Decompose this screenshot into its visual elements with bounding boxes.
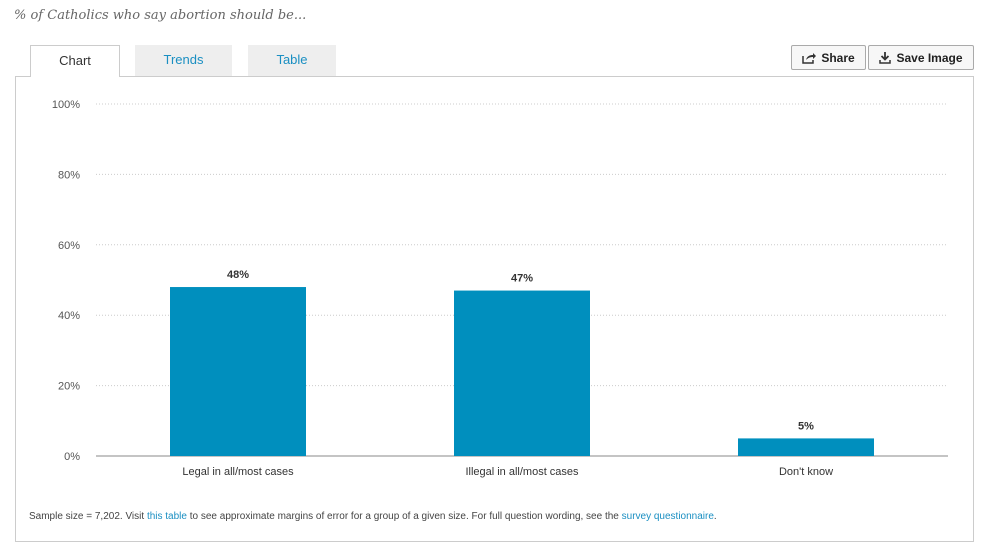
footnote-text-middle: to see approximate margins of error for … (186, 511, 622, 522)
survey-questionnaire-link[interactable]: survey questionnaire (621, 511, 714, 522)
this-table-link[interactable]: this table (146, 511, 187, 522)
footnote-text-before: Sample size = 7,202. Visit (29, 511, 147, 522)
data-label: 48% (227, 269, 249, 281)
footnote: Sample size = 7,202. Visit this table to… (29, 511, 717, 522)
bar-chart: 0% 20% 40% 60% 80% 100% 48% Legal in all/most c… (52, 99, 948, 478)
y-tick-label: 20% (58, 381, 80, 393)
tab-table[interactable]: Table (248, 45, 336, 76)
y-tick-label: 0% (64, 451, 80, 463)
share-label: Share (821, 50, 855, 65)
save-image-label: Save Image (896, 50, 963, 65)
bar (454, 290, 590, 456)
bar (738, 438, 874, 456)
download-icon (879, 51, 892, 64)
share-button[interactable]: Share (791, 45, 866, 70)
footnote-text-after: . (713, 511, 717, 522)
y-tick-label: 60% (58, 240, 80, 252)
tab-trends[interactable]: Trends (135, 45, 232, 76)
y-tick-label: 40% (58, 310, 80, 322)
data-label: 5% (798, 420, 814, 432)
category-label: Illegal in all/most cases (465, 466, 579, 478)
share-icon (802, 52, 817, 64)
y-tick-label: 80% (58, 169, 80, 181)
category-label: Legal in all/most cases (182, 466, 294, 478)
chart-subtitle: % of Catholics who say abortion should b… (14, 8, 307, 23)
bar (170, 287, 306, 456)
y-tick-label: 100% (52, 99, 80, 111)
data-label: 47% (511, 273, 533, 285)
save-image-button[interactable]: Save Image (868, 45, 974, 70)
chart-panel: 0% 20% 40% 60% 80% 100% 48% Legal in all/most c… (15, 76, 974, 542)
tab-chart[interactable]: Chart (30, 45, 120, 77)
category-label: Don't know (779, 466, 833, 478)
